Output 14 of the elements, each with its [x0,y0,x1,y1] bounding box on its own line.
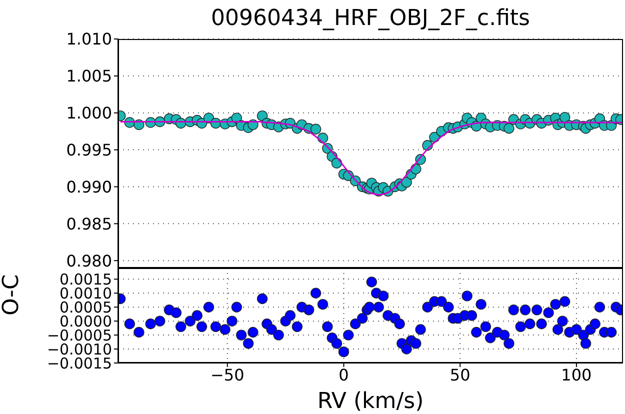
y-tick-label: 0.990 [66,177,112,196]
y-axis-title: O-C [0,274,24,316]
x-tick-label: 0 [338,365,349,384]
y-tick-label: 1.000 [66,104,112,123]
y-tick-label: 1.005 [66,66,112,86]
x-tick-label: 50 [450,365,470,384]
x-tick-label: −50 [210,365,244,384]
y-tick-label: 0.980 [66,251,112,270]
y-tick-label: 0.985 [66,214,112,234]
x-axis-title: RV (km/s) [317,389,424,414]
y-tick-label: 1.010 [66,30,112,49]
y-tick-label: 0.995 [66,140,112,160]
chart-title: 00960434_HRF_OBJ_2F_c.fits [210,6,532,31]
x-tick-label: 100 [561,365,592,384]
